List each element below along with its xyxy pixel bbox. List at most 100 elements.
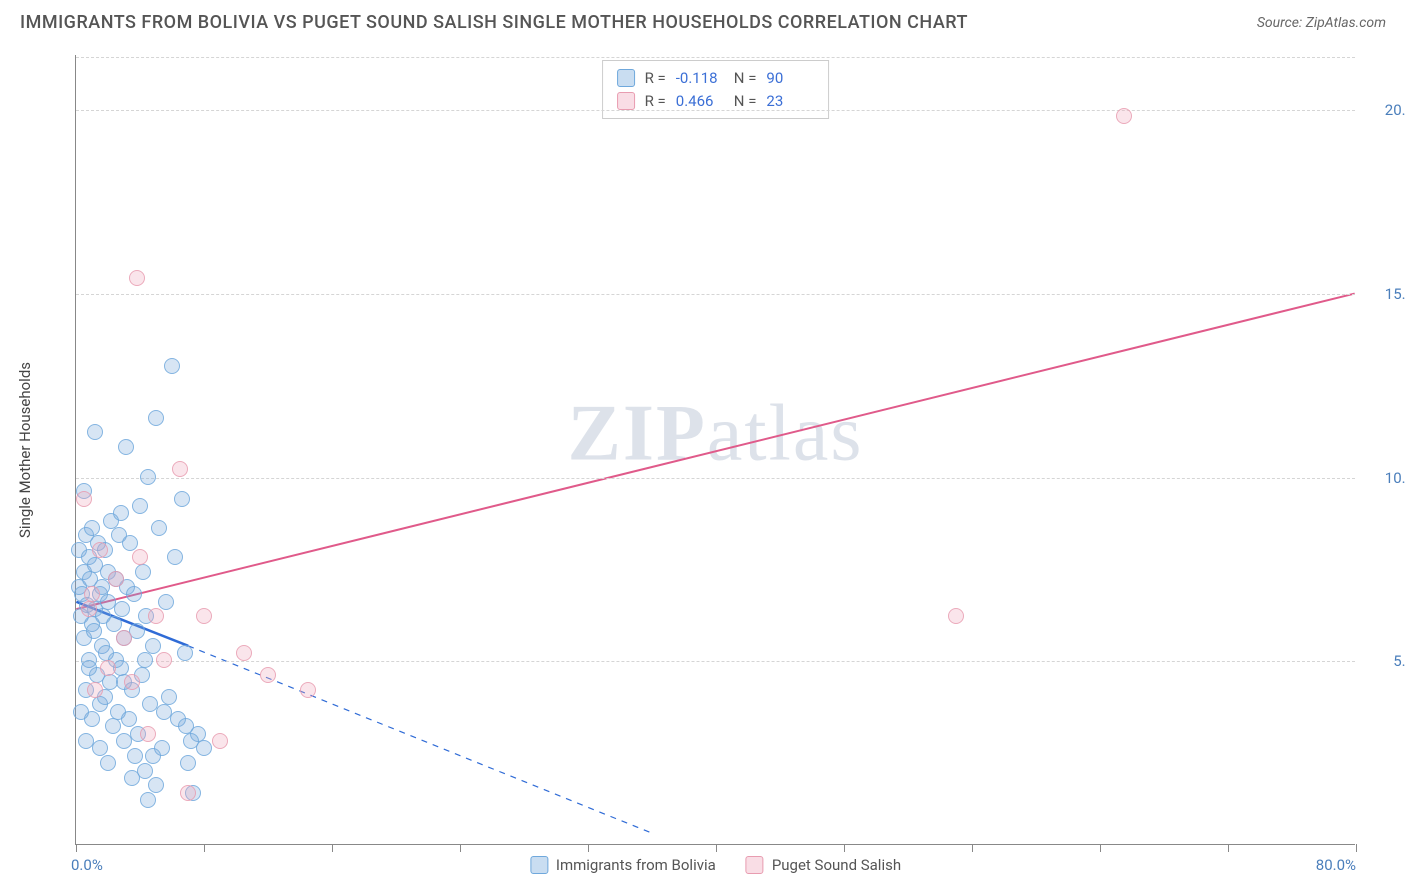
scatter-point: [180, 785, 196, 801]
scatter-point: [177, 645, 193, 661]
scatter-point: [121, 711, 137, 727]
scatter-point: [129, 270, 145, 286]
xtick: [204, 844, 205, 852]
legend-row-pink: R = 0.466 N = 23: [617, 90, 815, 113]
scatter-point: [948, 608, 964, 624]
scatter-point: [100, 660, 116, 676]
legend-row-blue: R = -0.118 N = 90: [617, 67, 815, 90]
source-label: Source: ZipAtlas.com: [1257, 15, 1386, 31]
scatter-point: [124, 674, 140, 690]
scatter-point: [158, 594, 174, 610]
n-label: N =: [734, 67, 757, 90]
scatter-point: [106, 616, 122, 632]
scatter-point: [73, 704, 89, 720]
scatter-point: [174, 491, 190, 507]
scatter-point: [137, 652, 153, 668]
r-value-blue: -0.118: [676, 67, 724, 90]
scatter-point: [122, 535, 138, 551]
xtick: [588, 844, 589, 852]
scatter-point: [124, 770, 140, 786]
ytick-label: 10.0%: [1365, 469, 1406, 487]
legend-label-pink: Puget Sound Salish: [772, 856, 901, 874]
gridline-top: [76, 57, 1355, 58]
scatter-point: [132, 549, 148, 565]
scatter-point: [118, 439, 134, 455]
scatter-point: [116, 630, 132, 646]
scatter-point: [167, 549, 183, 565]
scatter-point: [164, 358, 180, 374]
swatch-blue-icon: [617, 69, 635, 87]
scatter-point: [113, 505, 129, 521]
scatter-point: [76, 491, 92, 507]
scatter-point: [148, 410, 164, 426]
scatter-point: [156, 704, 172, 720]
xtick: [844, 844, 845, 852]
scatter-point: [84, 586, 100, 602]
scatter-point: [260, 667, 276, 683]
legend-series: Immigrants from Bolivia Puget Sound Sali…: [530, 856, 901, 874]
yaxis-label: Single Mother Households: [16, 362, 34, 538]
legend-item-pink: Puget Sound Salish: [746, 856, 901, 874]
scatter-point: [87, 424, 103, 440]
chart-container: ZIPatlas R = -0.118 N = 90 R = 0.466 N =…: [75, 55, 1355, 845]
scatter-point: [236, 645, 252, 661]
swatch-pink-icon: [617, 92, 635, 110]
scatter-point: [114, 601, 130, 617]
chart-title: IMMIGRANTS FROM BOLIVIA VS PUGET SOUND S…: [20, 12, 968, 33]
xtick-label: 80.0%: [1316, 856, 1356, 874]
scatter-point: [86, 623, 102, 639]
scatter-point: [140, 726, 156, 742]
gridline: [76, 110, 1355, 111]
legend-item-blue: Immigrants from Bolivia: [530, 856, 716, 874]
scatter-point: [100, 755, 116, 771]
xtick: [1228, 844, 1229, 852]
scatter-point: [145, 748, 161, 764]
ytick-label: 5.0%: [1365, 652, 1406, 670]
n-value-pink: 23: [766, 90, 814, 113]
scatter-point: [148, 777, 164, 793]
r-label: R =: [645, 90, 666, 113]
scatter-point: [212, 733, 228, 749]
ytick-label: 20.0%: [1365, 101, 1406, 119]
scatter-point: [87, 682, 103, 698]
scatter-point: [1116, 108, 1132, 124]
scatter-point: [81, 660, 97, 676]
scatter-point: [81, 601, 97, 617]
scatter-point: [92, 542, 108, 558]
xtick: [1356, 844, 1357, 852]
scatter-point: [156, 652, 172, 668]
scatter-point: [172, 461, 188, 477]
header-row: IMMIGRANTS FROM BOLIVIA VS PUGET SOUND S…: [0, 0, 1406, 41]
scatter-point: [132, 498, 148, 514]
scatter-point: [151, 520, 167, 536]
gridline: [76, 661, 1355, 662]
scatter-point: [180, 755, 196, 771]
scatter-point: [145, 638, 161, 654]
scatter-point: [108, 571, 124, 587]
legend-label-blue: Immigrants from Bolivia: [556, 856, 716, 874]
scatter-point: [127, 748, 143, 764]
scatter-point: [135, 564, 151, 580]
scatter-point: [300, 682, 316, 698]
scatter-point: [161, 689, 177, 705]
n-label: N =: [734, 90, 757, 113]
gridline: [76, 294, 1355, 295]
r-label: R =: [645, 67, 666, 90]
scatter-point: [92, 740, 108, 756]
scatter-point: [178, 718, 194, 734]
xtick: [1100, 844, 1101, 852]
scatter-point: [148, 608, 164, 624]
scatter-point: [126, 586, 142, 602]
xtick: [460, 844, 461, 852]
trend-lines: [76, 55, 1355, 844]
ytick-label: 15.0%: [1365, 285, 1406, 303]
n-value-blue: 90: [766, 67, 814, 90]
scatter-point: [78, 733, 94, 749]
xtick: [716, 844, 717, 852]
scatter-point: [105, 718, 121, 734]
scatter-point: [183, 733, 199, 749]
r-value-pink: 0.466: [676, 90, 724, 113]
xtick: [972, 844, 973, 852]
gridline: [76, 478, 1355, 479]
scatter-point: [140, 469, 156, 485]
